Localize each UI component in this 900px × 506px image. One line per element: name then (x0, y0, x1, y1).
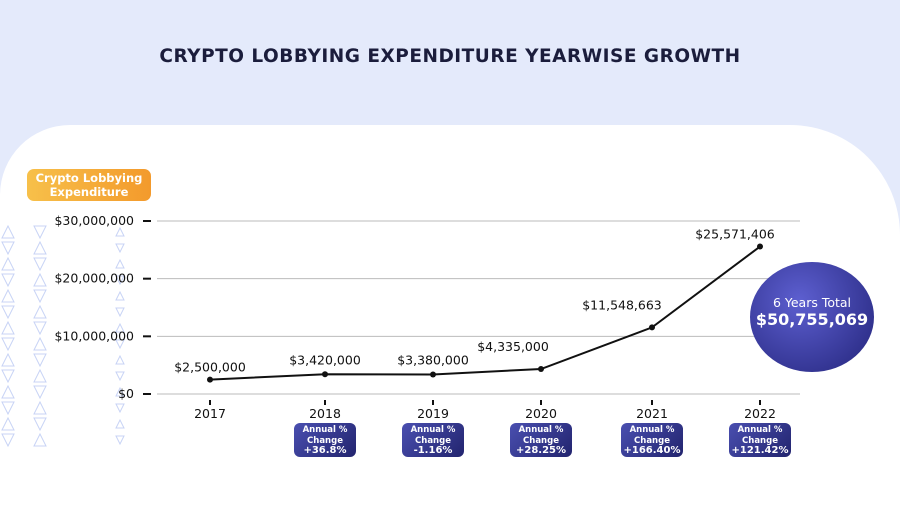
x-tick-label: 2022 (744, 406, 776, 421)
decorative-triangle (1, 416, 15, 431)
decorative-triangle (115, 403, 125, 414)
decorative-triangle (33, 225, 47, 240)
data-point (322, 371, 328, 378)
decorative-triangle (33, 321, 47, 336)
data-label: $3,420,000 (289, 352, 361, 367)
data-point (207, 376, 213, 383)
decorative-triangle (1, 369, 15, 384)
data-label: $11,548,663 (582, 297, 662, 312)
badge-label: Annual % Change (410, 425, 456, 446)
decorative-triangle (1, 288, 15, 303)
data-label: $4,335,000 (477, 339, 549, 354)
decorative-triangle (33, 432, 47, 447)
annual-change-badge: Annual % Change +36.8% (294, 423, 356, 457)
decorative-triangle (33, 353, 47, 368)
decorative-triangle (115, 435, 125, 446)
decorative-triangle (115, 386, 125, 397)
y-axis-label: Crypto Lobbying Expenditure (27, 169, 151, 201)
decorative-triangle (1, 256, 15, 271)
decorative-triangle (33, 400, 47, 415)
decorative-triangle (33, 385, 47, 400)
decorative-triangle (33, 257, 47, 272)
data-point (649, 324, 655, 331)
decorative-triangle (1, 352, 15, 367)
decorative-triangle (1, 224, 15, 239)
decorative-triangle (1, 273, 15, 288)
decorative-triangle (115, 226, 125, 237)
total-circle: 6 Years Total $50,755,069 (750, 262, 874, 372)
decorative-triangle (1, 337, 15, 352)
total-label: 6 Years Total (772, 295, 852, 310)
decorative-triangle (115, 418, 125, 429)
y-tick-label: $20,000,000 (54, 271, 134, 286)
annual-change-badge: Annual % Change -1.16% (402, 423, 464, 457)
decorative-triangle (33, 272, 47, 287)
x-tick-label: 2018 (309, 406, 341, 421)
decorative-triangle (115, 258, 125, 269)
decorative-triangle (115, 307, 125, 318)
chart-title: CRYPTO LOBBYING EXPENDITURE YEARWISE GRO… (159, 46, 741, 67)
series-line (209, 245, 761, 381)
decorative-triangle (1, 384, 15, 399)
data-label: $2,500,000 (174, 360, 246, 375)
decorative-triangle (115, 290, 125, 301)
badge-label: Annual % Change (302, 425, 348, 446)
decorative-triangle (115, 275, 125, 286)
badge-value: +36.8% (303, 445, 347, 456)
badge-label: Annual % Change (518, 425, 564, 446)
data-label: $3,380,000 (397, 353, 469, 368)
decorative-triangle (33, 289, 47, 304)
decorative-triangle (33, 417, 47, 432)
badge-value: +121.42% (731, 445, 789, 456)
x-tick-label: 2020 (525, 406, 557, 421)
decorative-triangle (115, 339, 125, 350)
decorative-triangle (115, 322, 125, 333)
decorative-triangle (1, 241, 15, 256)
badge-label: Annual % Change (737, 425, 783, 446)
annual-change-badge: Annual % Change +121.42% (729, 423, 791, 457)
annual-change-badge: Annual % Change +166.40% (621, 423, 683, 457)
y-tick-label: $30,000,000 (54, 213, 134, 228)
badge-label: Annual % Change (629, 425, 675, 446)
decorative-triangle (115, 354, 125, 365)
x-tick-label: 2021 (636, 406, 668, 421)
x-tick-label: 2017 (194, 406, 226, 421)
data-point (430, 371, 436, 378)
decorative-triangle (33, 336, 47, 351)
decorative-triangle (1, 401, 15, 416)
y-tick-label: $10,000,000 (54, 328, 134, 343)
badge-value: -1.16% (413, 445, 453, 456)
x-tick-label: 2019 (417, 406, 449, 421)
decorative-triangle (115, 371, 125, 382)
data-point (538, 366, 544, 373)
badge-value: +166.40% (623, 445, 681, 456)
decorative-triangle (1, 320, 15, 335)
decorative-triangle (33, 304, 47, 319)
data-label: $25,571,406 (695, 227, 775, 242)
decorative-triangle (1, 433, 15, 448)
decorative-triangle (33, 240, 47, 255)
total-value: $50,755,069 (755, 310, 869, 329)
badge-value: +28.25% (515, 445, 567, 456)
data-point (757, 243, 763, 250)
y-tick-label: $0 (118, 386, 134, 401)
annual-change-badge: Annual % Change +28.25% (510, 423, 572, 457)
decorative-triangle (1, 305, 15, 320)
decorative-triangle (115, 243, 125, 254)
decorative-triangle (33, 368, 47, 383)
